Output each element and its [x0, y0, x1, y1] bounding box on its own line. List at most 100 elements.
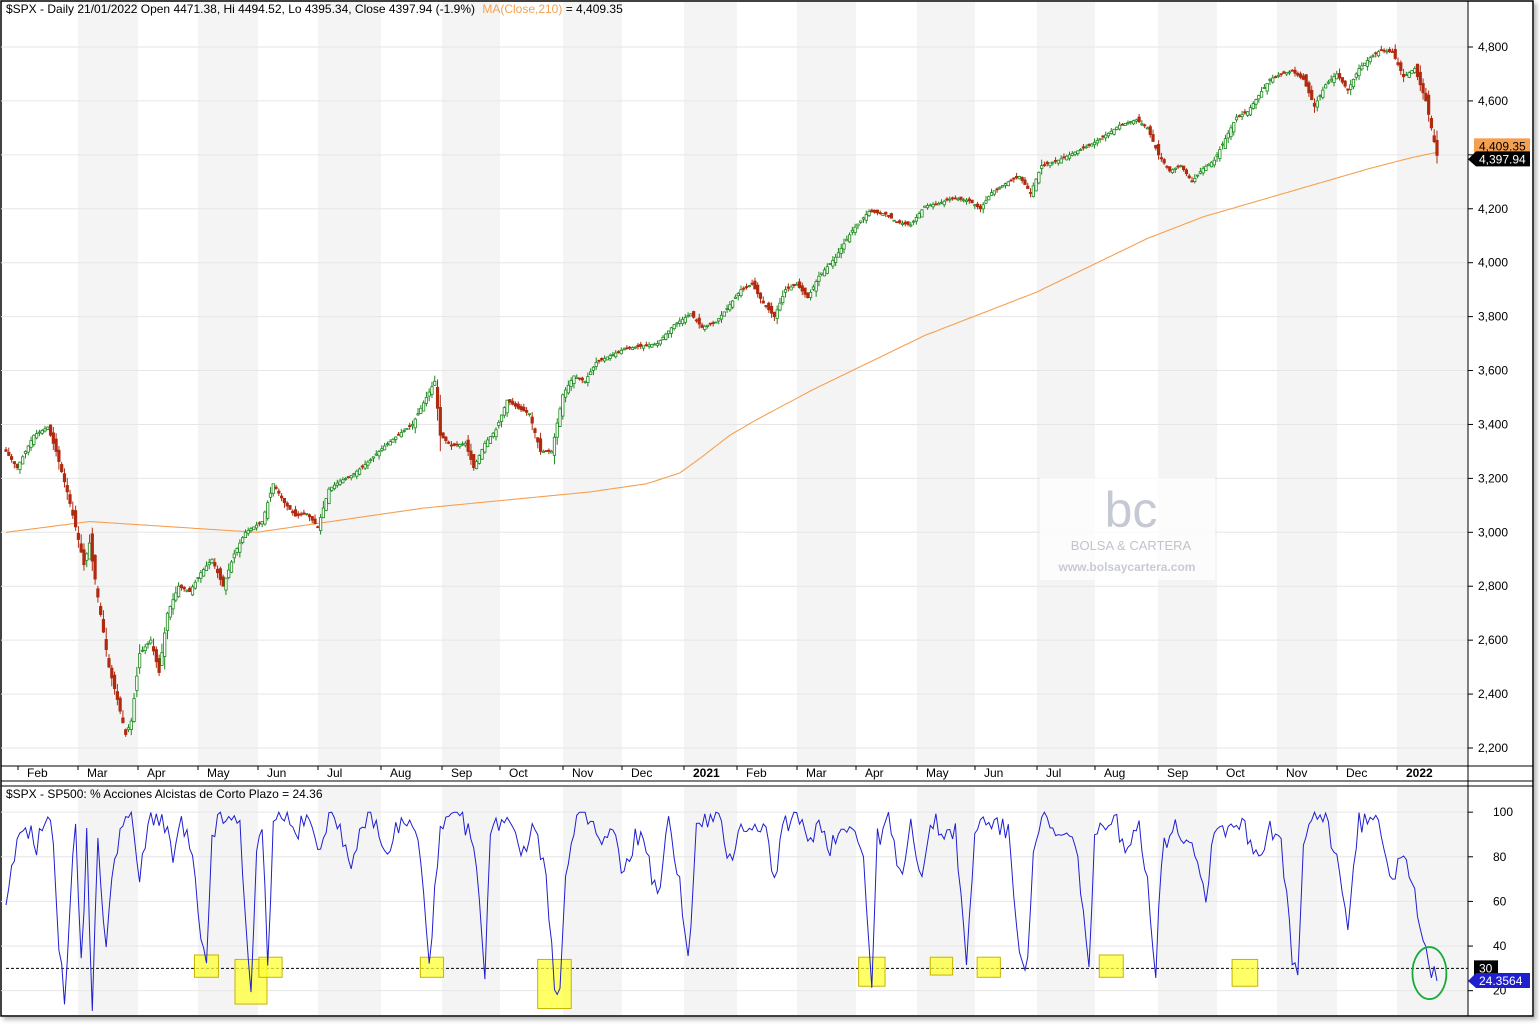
candle-body: [90, 533, 94, 562]
candle-body: [948, 198, 952, 201]
candle-body: [803, 287, 807, 295]
candle-body: [9, 456, 14, 460]
candle-body: [1329, 78, 1333, 82]
candle-body: [945, 198, 949, 201]
candle-body: [664, 333, 668, 340]
month-band: [563, 2, 622, 766]
month-band: [917, 2, 975, 766]
candle-body: [959, 196, 963, 200]
candle-body: [589, 371, 593, 375]
candle-body: [1087, 144, 1091, 146]
candle-body: [1399, 62, 1403, 71]
candle-body: [441, 432, 445, 439]
candle-body: [1051, 161, 1055, 164]
candle-body: [254, 524, 259, 529]
candle-body: [630, 347, 635, 350]
candle-body: [1287, 71, 1292, 74]
candle-body: [1190, 180, 1194, 183]
candle-body: [516, 403, 520, 409]
candle-body: [1407, 72, 1411, 78]
candle-body: [154, 649, 158, 663]
candle-body: [964, 199, 969, 203]
candle-body: [1374, 52, 1378, 55]
candle-body: [781, 295, 785, 304]
candle-body: [112, 674, 117, 690]
candle-body: [859, 220, 863, 223]
candle-body: [243, 531, 248, 539]
candle-body: [605, 356, 609, 361]
candle-body: [29, 440, 33, 448]
candle-body: [252, 526, 256, 531]
candle-body: [808, 291, 813, 298]
candle-body: [861, 217, 866, 220]
candle-body: [825, 266, 829, 274]
candle-body: [931, 204, 935, 208]
candle-body: [836, 252, 841, 258]
candle-body: [1357, 68, 1361, 77]
candle-body: [477, 455, 481, 464]
candle-body: [394, 436, 398, 440]
candle-body: [430, 386, 434, 395]
month-band: [318, 2, 381, 766]
candle-body: [491, 432, 495, 437]
candle-body: [1112, 128, 1116, 135]
candle-body: [374, 453, 378, 456]
candle-body: [1115, 126, 1119, 130]
candle-body: [669, 327, 673, 334]
candle-body: [1260, 91, 1264, 98]
candle-body: [608, 355, 612, 359]
candle-body: [689, 313, 693, 317]
candle-body: [455, 443, 459, 446]
price-tick-label: 2,800: [1478, 579, 1508, 593]
candle-body: [1337, 73, 1342, 79]
candle-body: [224, 577, 228, 591]
candle-body: [165, 612, 170, 632]
indicator-header: $SPX - SP500: % Acciones Alcistas de Cor…: [6, 787, 323, 801]
candle-body: [282, 498, 287, 504]
candle-body: [705, 324, 710, 327]
candle-body: [1056, 159, 1060, 164]
candle-body: [1031, 185, 1035, 198]
candle-body: [23, 451, 28, 454]
candle-body: [987, 196, 991, 201]
candle-body: [733, 296, 738, 299]
candle-body: [380, 448, 384, 451]
candle-body: [349, 475, 353, 479]
candle-body: [99, 605, 103, 615]
candle-body: [1401, 73, 1406, 78]
candle-body: [15, 463, 19, 469]
candle-body: [1251, 103, 1255, 109]
highlight-box: [419, 956, 445, 978]
candle-body: [101, 619, 106, 633]
ma-line: [5, 151, 1438, 533]
candle-body: [633, 346, 637, 349]
candle-body: [1285, 72, 1289, 75]
ma-line-layer: [5, 151, 1438, 533]
candle-body: [235, 548, 239, 553]
candle-body: [449, 444, 454, 447]
candle-body: [881, 213, 885, 217]
candle-body: [962, 199, 966, 202]
candle-body: [544, 450, 548, 452]
date-tick-label: Apr: [147, 766, 166, 780]
candle-body: [185, 589, 189, 592]
candle-body: [797, 281, 802, 289]
candle-body: [847, 234, 852, 243]
candle-body: [533, 428, 537, 433]
price-tick-label: 2,600: [1478, 633, 1508, 647]
candle-body: [118, 697, 122, 712]
candle-body: [177, 585, 181, 598]
candle-body: [583, 380, 587, 383]
candle-body: [786, 286, 790, 289]
candle-body: [1393, 48, 1397, 59]
price-tick-label: 2,400: [1478, 687, 1508, 701]
candle-body: [1248, 107, 1253, 116]
candle-body: [873, 209, 877, 213]
candle-body: [241, 537, 245, 543]
indicator-line-layer: [5, 810, 1448, 1011]
candle-body: [767, 302, 771, 311]
date-tick-label: Apr: [865, 766, 884, 780]
candle-body: [1215, 154, 1219, 157]
